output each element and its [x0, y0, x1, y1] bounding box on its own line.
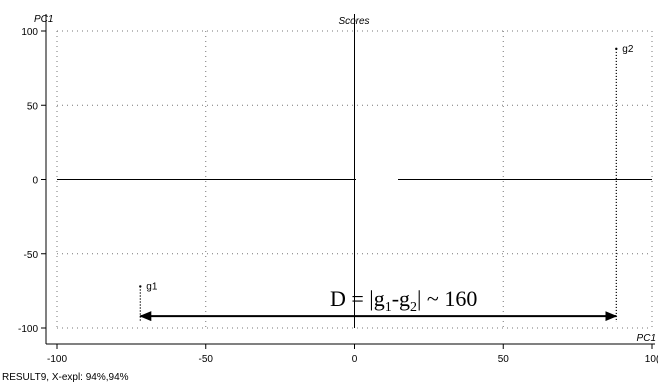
- data-points: g1 g2: [139, 44, 634, 322]
- x-tick-label: 0: [352, 354, 358, 365]
- x-axis-label: PC1: [637, 333, 656, 344]
- y-axis-label: PC1: [34, 14, 53, 25]
- footer-text: RESULT9, X-expl: 94%,94%: [2, 372, 129, 383]
- tick-marks: [41, 30, 653, 349]
- annotation-sub2: 2: [410, 300, 417, 315]
- y-tick-label: 100: [21, 27, 38, 38]
- y-tick-label: 50: [27, 101, 39, 112]
- x-tick-label: -100: [47, 354, 67, 365]
- annotation-prefix: D = |g: [330, 286, 385, 311]
- point-g1: [139, 285, 142, 288]
- y-tick-label: -100: [18, 324, 38, 335]
- x-tick-label: 50: [498, 354, 510, 365]
- x-tick-label: 10(: [645, 354, 658, 365]
- origin-patch: [356, 150, 398, 190]
- chart-title: Scores: [338, 16, 369, 27]
- grid-lines: [56, 30, 653, 329]
- annotation-suffix: | ~ 160: [417, 286, 477, 311]
- annotation-mid: -g: [392, 286, 410, 311]
- point-label-g1: g1: [146, 281, 158, 292]
- distance-annotation: D = |g1-g2| ~ 160: [330, 286, 477, 315]
- y-tick-label: 0: [32, 176, 38, 187]
- annotation-sub1: 1: [385, 300, 392, 315]
- tick-labels: 100 50 0 -50 -100 -100 -50 0 50 10(: [18, 27, 658, 365]
- point-label-g2: g2: [622, 44, 634, 55]
- zero-axes: [57, 14, 652, 328]
- point-g2: [615, 47, 618, 51]
- x-tick-label: -50: [199, 354, 214, 365]
- y-tick-label: -50: [24, 250, 39, 261]
